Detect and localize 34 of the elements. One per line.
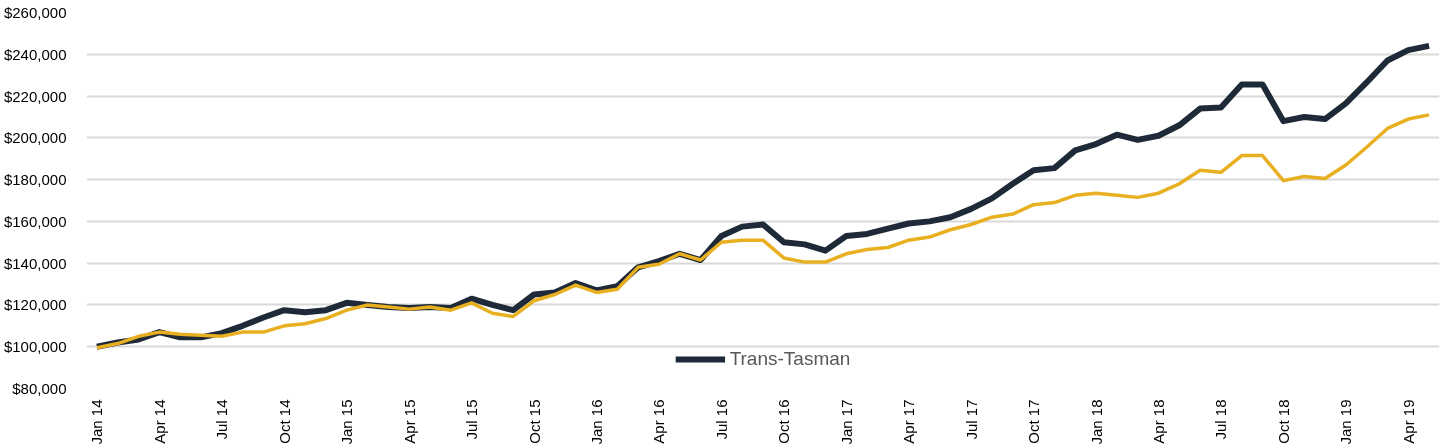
x-tick-label: Jul 17	[962, 399, 980, 440]
x-tick-label: Apr 16	[650, 399, 668, 444]
x-tick-label: Oct 17	[1025, 399, 1043, 444]
x-tick-label: Jul 16	[712, 399, 730, 440]
y-tick-label: $160,000	[3, 212, 67, 230]
x-tick-label: Jul 15	[463, 399, 481, 440]
x-tick-label: Oct 15	[525, 399, 543, 444]
x-tick-label: Apr 19	[1399, 399, 1417, 444]
y-tick-label: $180,000	[3, 171, 67, 189]
x-tick-label: Jan 15	[338, 399, 356, 445]
x-tick-label: Apr 18	[1149, 399, 1167, 444]
x-tick-label: Jul 14	[213, 399, 231, 440]
x-tick-label: Jan 18	[1087, 399, 1105, 445]
y-tick-label: $200,000	[3, 129, 67, 147]
x-tick-label: Jan 17	[837, 399, 855, 445]
x-tick-label: Apr 14	[150, 399, 168, 444]
x-tick-label: Oct 14	[275, 399, 293, 444]
x-tick-label: Jan 19	[1337, 399, 1355, 445]
x-tick-label: Apr 15	[400, 399, 418, 444]
y-tick-label: $80,000	[12, 380, 67, 397]
y-tick-label: $240,000	[3, 45, 67, 63]
x-tick-label: Apr 17	[900, 399, 918, 444]
x-tick-label: Jan 16	[587, 399, 605, 445]
line-series	[95, 113, 1431, 350]
x-tick-label: Oct 18	[1274, 399, 1292, 444]
y-tick-label: $260,000	[3, 4, 67, 21]
y-tick-label: $140,000	[3, 254, 67, 272]
y-tick-label: $120,000	[3, 296, 67, 314]
y-tick-label: $220,000	[3, 87, 67, 105]
x-tick-label: Jan 14	[88, 399, 106, 445]
x-tick-label: Oct 16	[775, 399, 793, 444]
legend-label: Trans-Tasman	[729, 348, 851, 370]
y-tick-label: $100,000	[3, 338, 67, 356]
x-tick-label: Jul 18	[1212, 399, 1230, 440]
